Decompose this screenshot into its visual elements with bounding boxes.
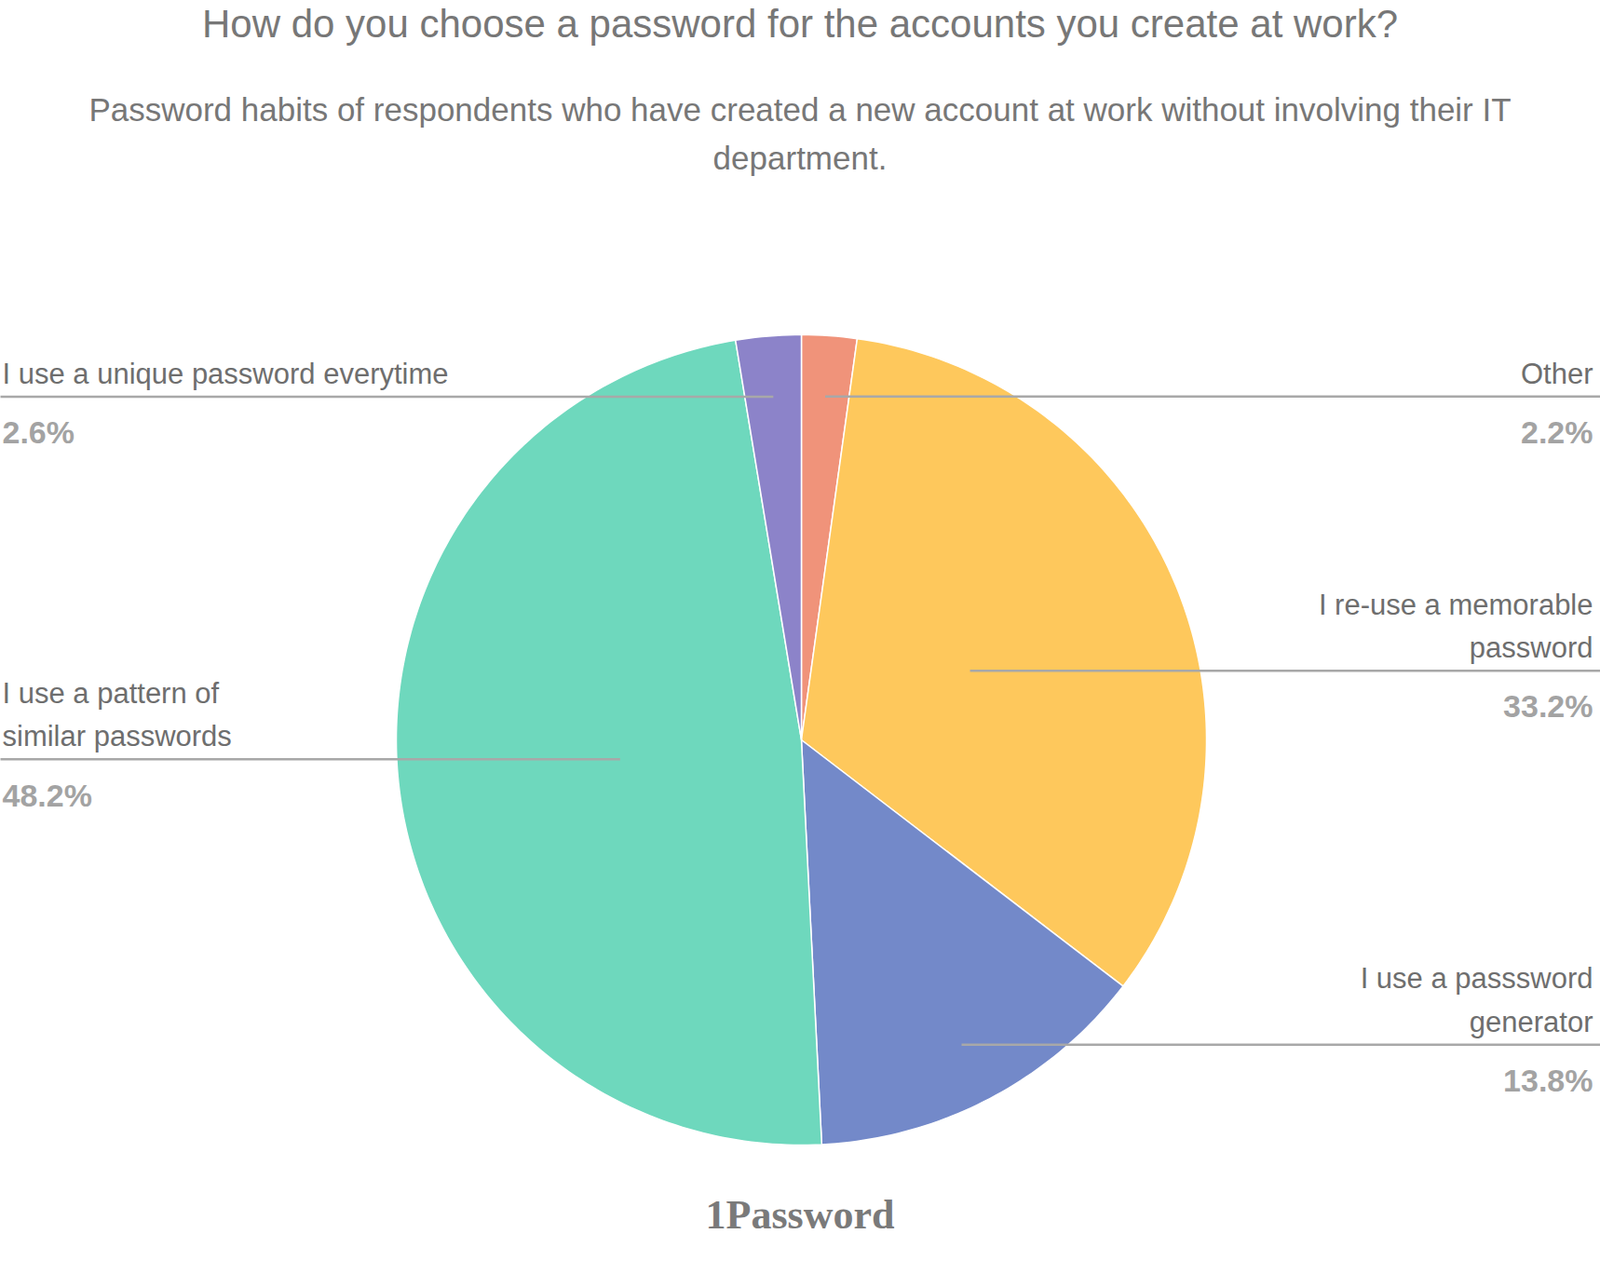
svg-text:I re-use a memorablepassword: I re-use a memorablepassword bbox=[1318, 588, 1594, 665]
svg-text:I use a passswordgenerator: I use a passswordgenerator bbox=[1360, 962, 1594, 1039]
svg-text:13.8%: 13.8% bbox=[1503, 1062, 1593, 1099]
html-text:Password habits of respondents: Password habits of respondents who have … bbox=[88, 91, 1512, 177]
svg-text:2.6%: 2.6% bbox=[2, 414, 76, 450]
svg-text:I use a pattern ofsimilar pass: I use a pattern ofsimilar passwords bbox=[2, 677, 232, 754]
svg-text:48.2%: 48.2% bbox=[2, 777, 93, 814]
svg-text:Other: Other bbox=[1520, 357, 1594, 391]
html-text:How do you choose a password f: How do you choose a password for the acc… bbox=[202, 1, 1398, 46]
svg-text:2.2%: 2.2% bbox=[1520, 414, 1594, 450]
svg-text:I use a unique password everyt: I use a unique password everytime bbox=[2, 357, 449, 391]
html-text:1Password: 1Password bbox=[705, 1192, 895, 1238]
svg-text:33.2%: 33.2% bbox=[1503, 688, 1593, 724]
